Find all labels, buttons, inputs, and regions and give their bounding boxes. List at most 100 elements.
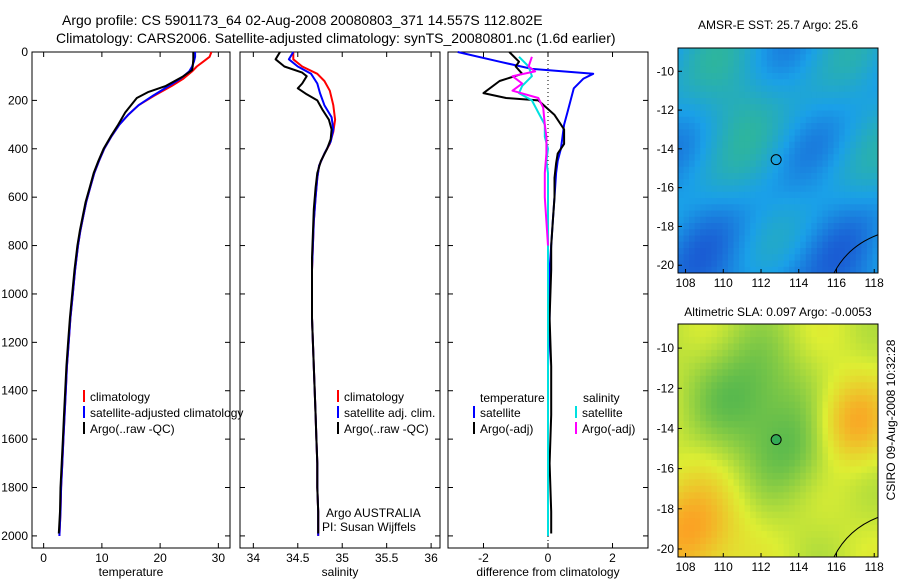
m-sst-cell: [783, 204, 790, 211]
m-sst-cell: [805, 173, 812, 180]
m-sla-cell: [822, 362, 829, 370]
m-sst-cell: [711, 260, 718, 268]
m-sst-cell: [783, 135, 790, 143]
m-sla-cell: [694, 479, 701, 487]
m-sla-cell: [750, 330, 757, 338]
m-sla-cell: [700, 375, 707, 383]
m-sla-cell: [805, 401, 812, 409]
m-sla-cell: [800, 498, 807, 506]
m-sst-cell: [872, 123, 879, 130]
m-sla-cell: [694, 330, 701, 338]
m-sst-cell: [839, 54, 846, 61]
m-sla-cell: [805, 505, 812, 513]
m-sla-cell: [839, 453, 846, 461]
m-sst-cell: [766, 254, 773, 261]
m-sla-cell: [855, 324, 862, 331]
m-sla-cell: [833, 330, 840, 338]
m-sst-cell: [683, 141, 690, 149]
m-sla-cell: [833, 356, 840, 364]
m-sst-cell: [678, 160, 684, 168]
m-sla-cell: [722, 511, 729, 519]
m-sla-cell: [705, 349, 712, 357]
m-sst-cell: [833, 135, 840, 143]
m-sla-cell: [783, 459, 790, 467]
m-sla-cell: [683, 498, 690, 506]
m-sst-cell: [816, 104, 823, 111]
m-sst-cell: [822, 160, 829, 168]
m-sla-cell: [694, 324, 701, 331]
m-sst-cell: [705, 104, 712, 111]
m-sla-cell: [739, 537, 746, 545]
m-sst-cell: [828, 173, 834, 180]
m-sst-cell: [700, 116, 707, 124]
m-sla-cell: [794, 498, 801, 506]
m-sst-cell: [700, 104, 707, 111]
m-sla-ytick-label: -12: [657, 381, 675, 395]
m-sst-cell: [755, 123, 762, 130]
m-sst-cell: [783, 154, 790, 161]
m-sst-cell: [766, 191, 773, 199]
m-sst-cell: [833, 60, 840, 68]
m-sst-cell: [772, 173, 779, 180]
m-sst-cell: [855, 60, 862, 68]
m-sla-cell: [839, 492, 846, 500]
m-sla-cell: [850, 427, 857, 435]
m-sst-cell: [850, 160, 857, 168]
m-sla-cell: [766, 324, 773, 331]
m-sla-cell: [811, 324, 818, 331]
m-sst-cell: [750, 141, 757, 149]
m-sst-cell: [794, 248, 801, 255]
m-sst-cell: [683, 116, 690, 124]
m-sla-cell: [811, 408, 818, 416]
m-sst-cell: [761, 223, 768, 230]
m-sst-cell: [683, 91, 690, 99]
m-sla-cell: [722, 414, 729, 422]
m-sst-cell: [816, 91, 823, 99]
m-sla-cell: [783, 349, 790, 357]
m-sst-cell: [850, 260, 857, 268]
m-sla-cell: [783, 453, 790, 461]
m-sst-cell: [733, 248, 740, 255]
m-sla-cell: [861, 408, 868, 416]
m-sla-cell: [783, 518, 790, 526]
m-sla-cell: [733, 531, 740, 538]
m-sst-cell: [733, 85, 740, 93]
m-sla-cell: [783, 343, 790, 351]
m-sst-cell: [805, 204, 812, 211]
m-sst-cell: [689, 198, 696, 205]
m-sla-cell: [850, 485, 857, 493]
m-sst-cell: [722, 48, 729, 55]
m-sst-cell: [700, 223, 707, 230]
m-sst-cell: [716, 198, 723, 205]
m-sla-cell: [822, 550, 829, 558]
m-sla-cell: [750, 414, 757, 422]
m-sst-cell: [739, 248, 746, 255]
m-sla-cell: [872, 446, 879, 454]
m-sst-cell: [750, 210, 757, 218]
m-sla-cell: [705, 375, 712, 383]
m-sla-cell: [789, 550, 796, 558]
m-sst-cell: [700, 148, 707, 155]
m-sst-cell: [700, 54, 707, 61]
m-sst-cell: [728, 60, 734, 68]
m-sla-cell: [872, 349, 879, 357]
m-sst-cell: [789, 73, 796, 80]
m-sla-cell: [828, 375, 834, 383]
m-sst-cell: [800, 60, 807, 68]
m-sst-cell: [766, 141, 773, 149]
m-sla-cell: [794, 453, 801, 461]
m-sla-cell: [705, 498, 712, 506]
m-sla-cell: [800, 408, 807, 416]
m-sla-cell: [833, 446, 840, 454]
m-sst-cell: [716, 191, 723, 199]
m-sla-cell: [728, 472, 734, 480]
m-sla-cell: [811, 537, 818, 545]
m-sst-cell: [683, 110, 690, 118]
m-sst-cell: [694, 216, 701, 224]
m-sst-cell: [855, 116, 862, 124]
m-sla-cell: [711, 498, 718, 506]
m-sla-cell: [805, 421, 812, 428]
m-sst-cell: [822, 179, 829, 186]
m-sla-cell: [705, 446, 712, 454]
m-sst-cell: [755, 266, 762, 274]
